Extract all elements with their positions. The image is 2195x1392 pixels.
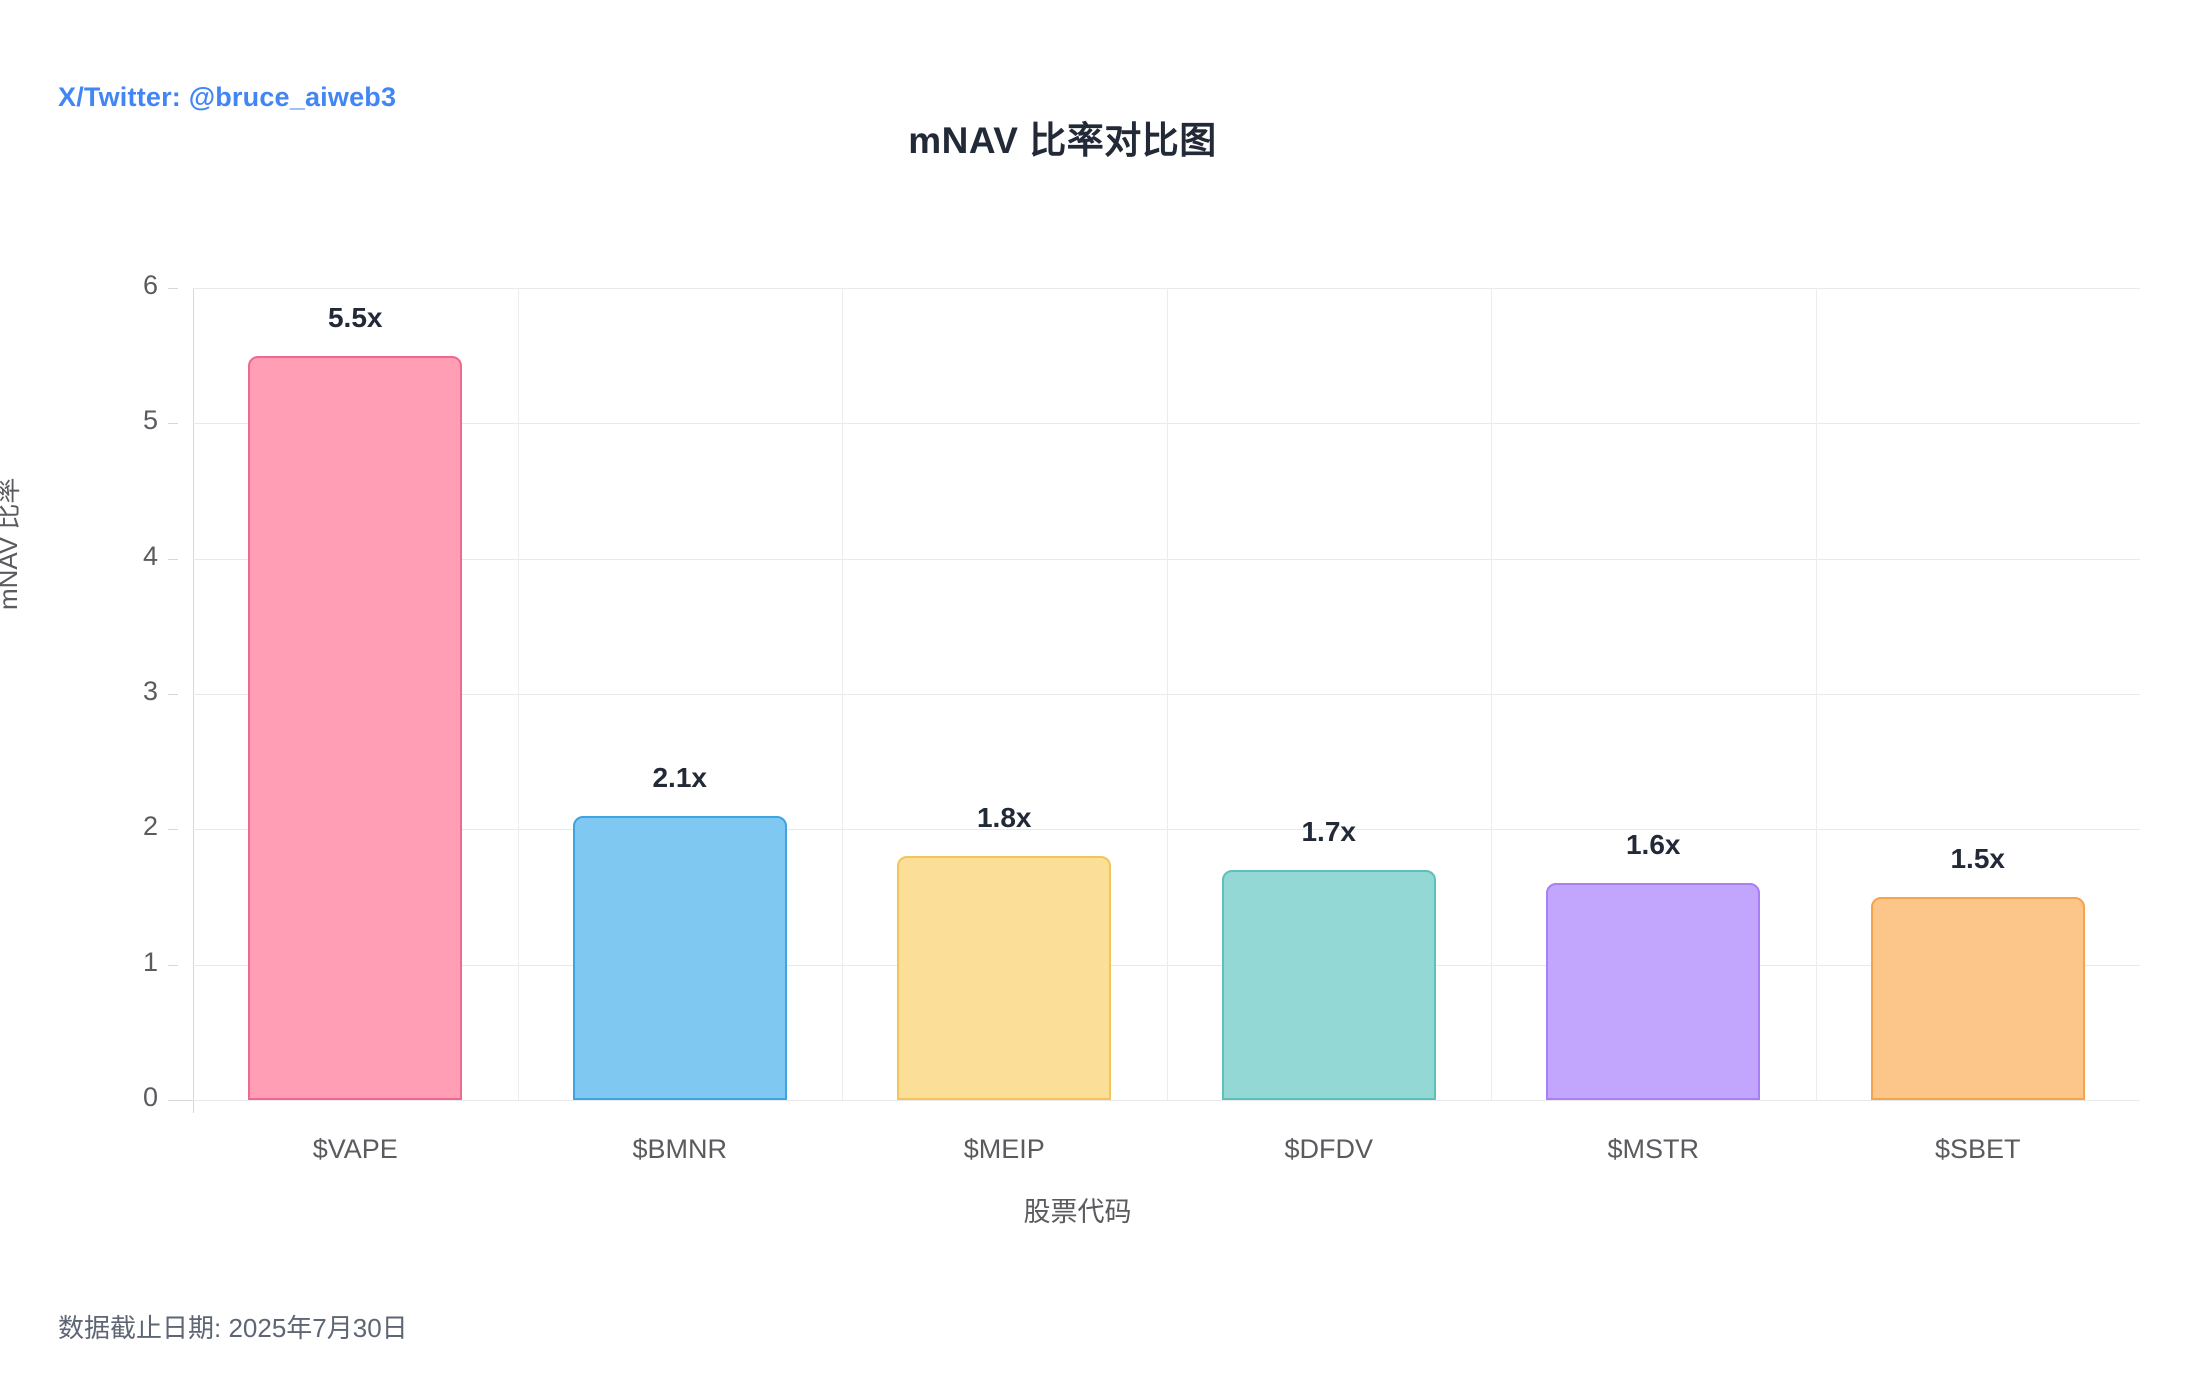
y-tick-label: 0: [142, 1082, 158, 1112]
bar[interactable]: [1546, 883, 1761, 1100]
x-tick-label: $SBET: [1934, 1134, 2021, 1164]
y-tick-label: 4: [142, 540, 158, 571]
gridline-vertical: [1815, 288, 1817, 1100]
bar-group[interactable]: 1.8x $MEIP: [897, 288, 1112, 1164]
y-tick-label: 2: [142, 811, 158, 842]
y-tick-mark: [168, 288, 178, 289]
bar-group[interactable]: 1.5x $SBET: [1870, 288, 2085, 1164]
bar-value-label: 1.8x: [976, 802, 1032, 834]
y-tick-label: 6: [142, 270, 158, 300]
chart-title-text: mNAV 比率对比图: [908, 120, 1217, 161]
gridline-vertical: [1166, 288, 1168, 1100]
bar-value-label: 1.6x: [1625, 829, 1681, 861]
y-tick-mark: [168, 423, 178, 425]
bar-value-label: 5.5x: [327, 301, 383, 333]
gridline-vertical: [1491, 288, 1492, 1100]
bar-value-label: 2.1x: [652, 761, 707, 793]
y-axis-title-text: mNAV 比率: [0, 477, 23, 610]
bar-group[interactable]: 1.7x $DFDV: [1221, 288, 1436, 1164]
x-tick-label: $DFDV: [1284, 1134, 1373, 1164]
gridline-vertical: [517, 288, 519, 1100]
y-tick-mark: [168, 964, 178, 966]
y-tick-label: 5: [142, 405, 158, 436]
gridline-vertical: [842, 288, 843, 1100]
plot-area: 5.5x $VAPE 2.1x $BMNR 1.8x $MEIP 1.7x $DFDV 1.6x…: [193, 288, 2140, 1164]
bar[interactable]: [572, 815, 787, 1100]
watermark-handle: X/Twitter: @bruce_aiweb3: [58, 82, 397, 112]
x-tick-label: $VAPE: [312, 1134, 398, 1164]
y-tick-label: 3: [142, 676, 158, 706]
y-axis-spine: [193, 288, 194, 1113]
bar-value-label: 1.7x: [1301, 815, 1356, 847]
bar[interactable]: [1870, 897, 2085, 1100]
y-tick-label: 1: [142, 946, 158, 977]
chart-title: mNAV 比率对比图: [0, 110, 2195, 164]
bar-group[interactable]: 5.5x $VAPE: [248, 288, 463, 1164]
x-tick-label: $BMNR: [632, 1134, 727, 1164]
bar[interactable]: [897, 856, 1112, 1100]
x-axis-title: 股票代码: [0, 1190, 2195, 1229]
bar-value-label: 1.5x: [1950, 843, 2005, 874]
y-tick-mark: [168, 829, 178, 831]
y-tick-mark: [168, 694, 178, 695]
x-tick-label: $MEIP: [963, 1134, 1045, 1164]
bar-group[interactable]: 2.1x $BMNR: [572, 288, 787, 1164]
gridline-horizontal: [193, 1100, 2140, 1101]
bar[interactable]: [248, 355, 463, 1100]
y-tick-mark: [168, 1100, 178, 1101]
x-axis-title-text: 股票代码: [1023, 1197, 1132, 1227]
bar-group[interactable]: 1.6x $MSTR: [1546, 288, 1761, 1164]
y-tick-mark: [168, 558, 178, 560]
bar[interactable]: [1221, 869, 1436, 1100]
footer-note: 数据截止日期: 2025年7月30日: [58, 1313, 408, 1343]
x-tick-label: $MSTR: [1607, 1134, 1699, 1164]
